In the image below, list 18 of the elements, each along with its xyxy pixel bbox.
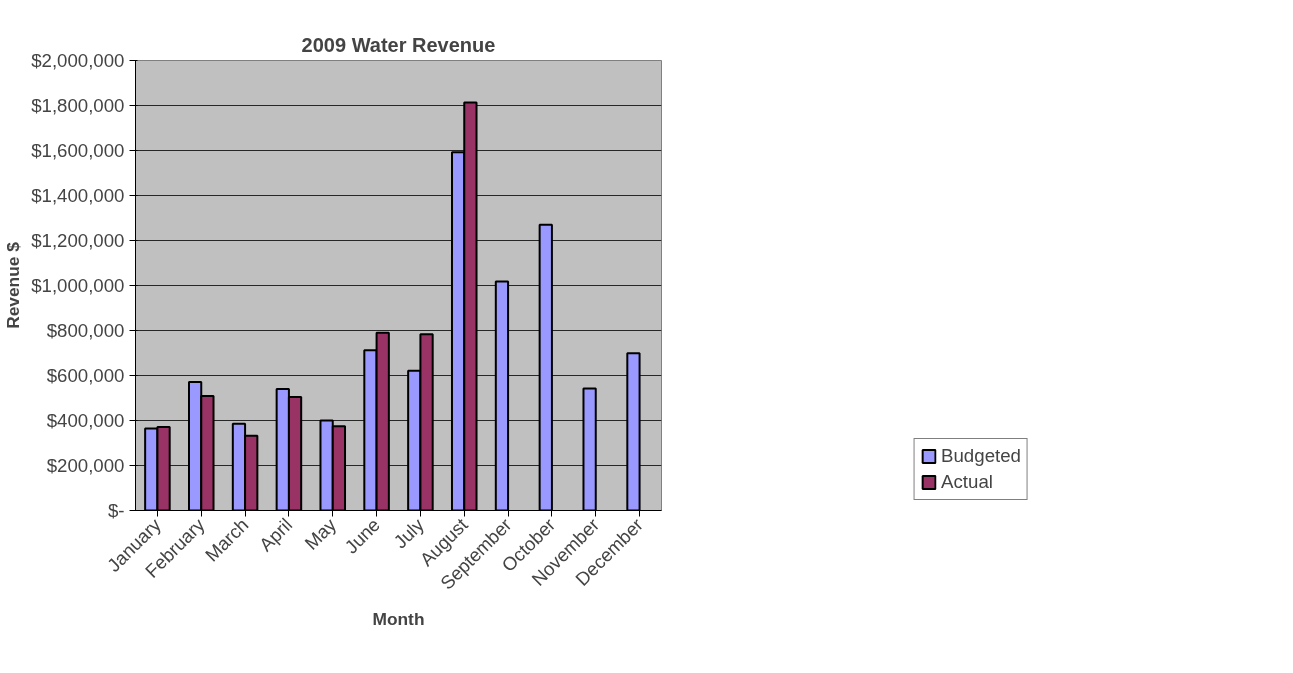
x-tick-label: July xyxy=(389,513,429,553)
legend-label: Budgeted xyxy=(941,445,1021,467)
x-tick-label: May xyxy=(300,513,341,554)
y-tick-label: $2,000,000 xyxy=(31,50,125,71)
y-tick-label: $600,000 xyxy=(46,365,125,386)
y-tick-label: $1,200,000 xyxy=(31,230,125,251)
y-tick-label: $1,600,000 xyxy=(31,140,125,161)
legend-label: Actual xyxy=(941,471,993,493)
chart-title: 2009 Water Revenue xyxy=(301,33,496,56)
y-tick-label: $- xyxy=(107,500,125,521)
y-tick-label: $400,000 xyxy=(46,410,125,431)
y-tick-label: $1,800,000 xyxy=(31,95,125,116)
y-tick-label: $1,400,000 xyxy=(31,185,125,206)
y-tick-label: $200,000 xyxy=(46,455,125,476)
y-tick-label: $1,000,000 xyxy=(31,275,125,296)
x-axis-title: Month xyxy=(372,608,425,629)
y-axis-title: Revenue $ xyxy=(3,241,24,329)
y-tick-label: $800,000 xyxy=(46,320,125,341)
